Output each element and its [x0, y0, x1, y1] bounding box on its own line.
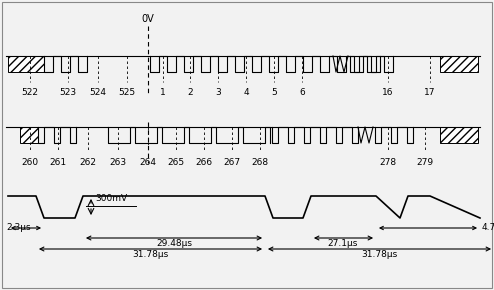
Text: 262: 262	[80, 158, 96, 167]
Text: 17: 17	[424, 88, 436, 97]
Text: 4.7μs: 4.7μs	[482, 224, 494, 233]
Text: 525: 525	[119, 88, 135, 97]
Text: 279: 279	[416, 158, 434, 167]
Text: 29.48μs: 29.48μs	[156, 239, 192, 248]
Text: 0V: 0V	[142, 14, 154, 24]
Text: 278: 278	[379, 158, 397, 167]
Text: 260: 260	[21, 158, 39, 167]
Bar	[8, 56, 44, 72]
Text: 16: 16	[382, 88, 394, 97]
Text: 6: 6	[299, 88, 305, 97]
Bar	[20, 127, 38, 143]
Text: 264: 264	[139, 158, 157, 167]
Text: 3: 3	[215, 88, 221, 97]
Text: 1: 1	[160, 88, 166, 97]
Text: 31.78μs: 31.78μs	[132, 250, 168, 259]
Text: 27.1μs: 27.1μs	[328, 239, 358, 248]
Bar	[440, 56, 478, 72]
Text: 2: 2	[187, 88, 193, 97]
Text: 523: 523	[59, 88, 77, 97]
Text: 2.3μs: 2.3μs	[6, 224, 31, 233]
Text: 4: 4	[243, 88, 249, 97]
Text: 263: 263	[110, 158, 126, 167]
Text: 524: 524	[89, 88, 107, 97]
Text: 267: 267	[223, 158, 241, 167]
Text: 261: 261	[49, 158, 67, 167]
Text: 300mV: 300mV	[95, 194, 127, 203]
Text: 31.78μs: 31.78μs	[361, 250, 397, 259]
Text: 266: 266	[196, 158, 212, 167]
Bar	[440, 127, 478, 143]
Text: 522: 522	[22, 88, 39, 97]
Text: 5: 5	[271, 88, 277, 97]
Text: 268: 268	[251, 158, 269, 167]
Text: 265: 265	[167, 158, 185, 167]
